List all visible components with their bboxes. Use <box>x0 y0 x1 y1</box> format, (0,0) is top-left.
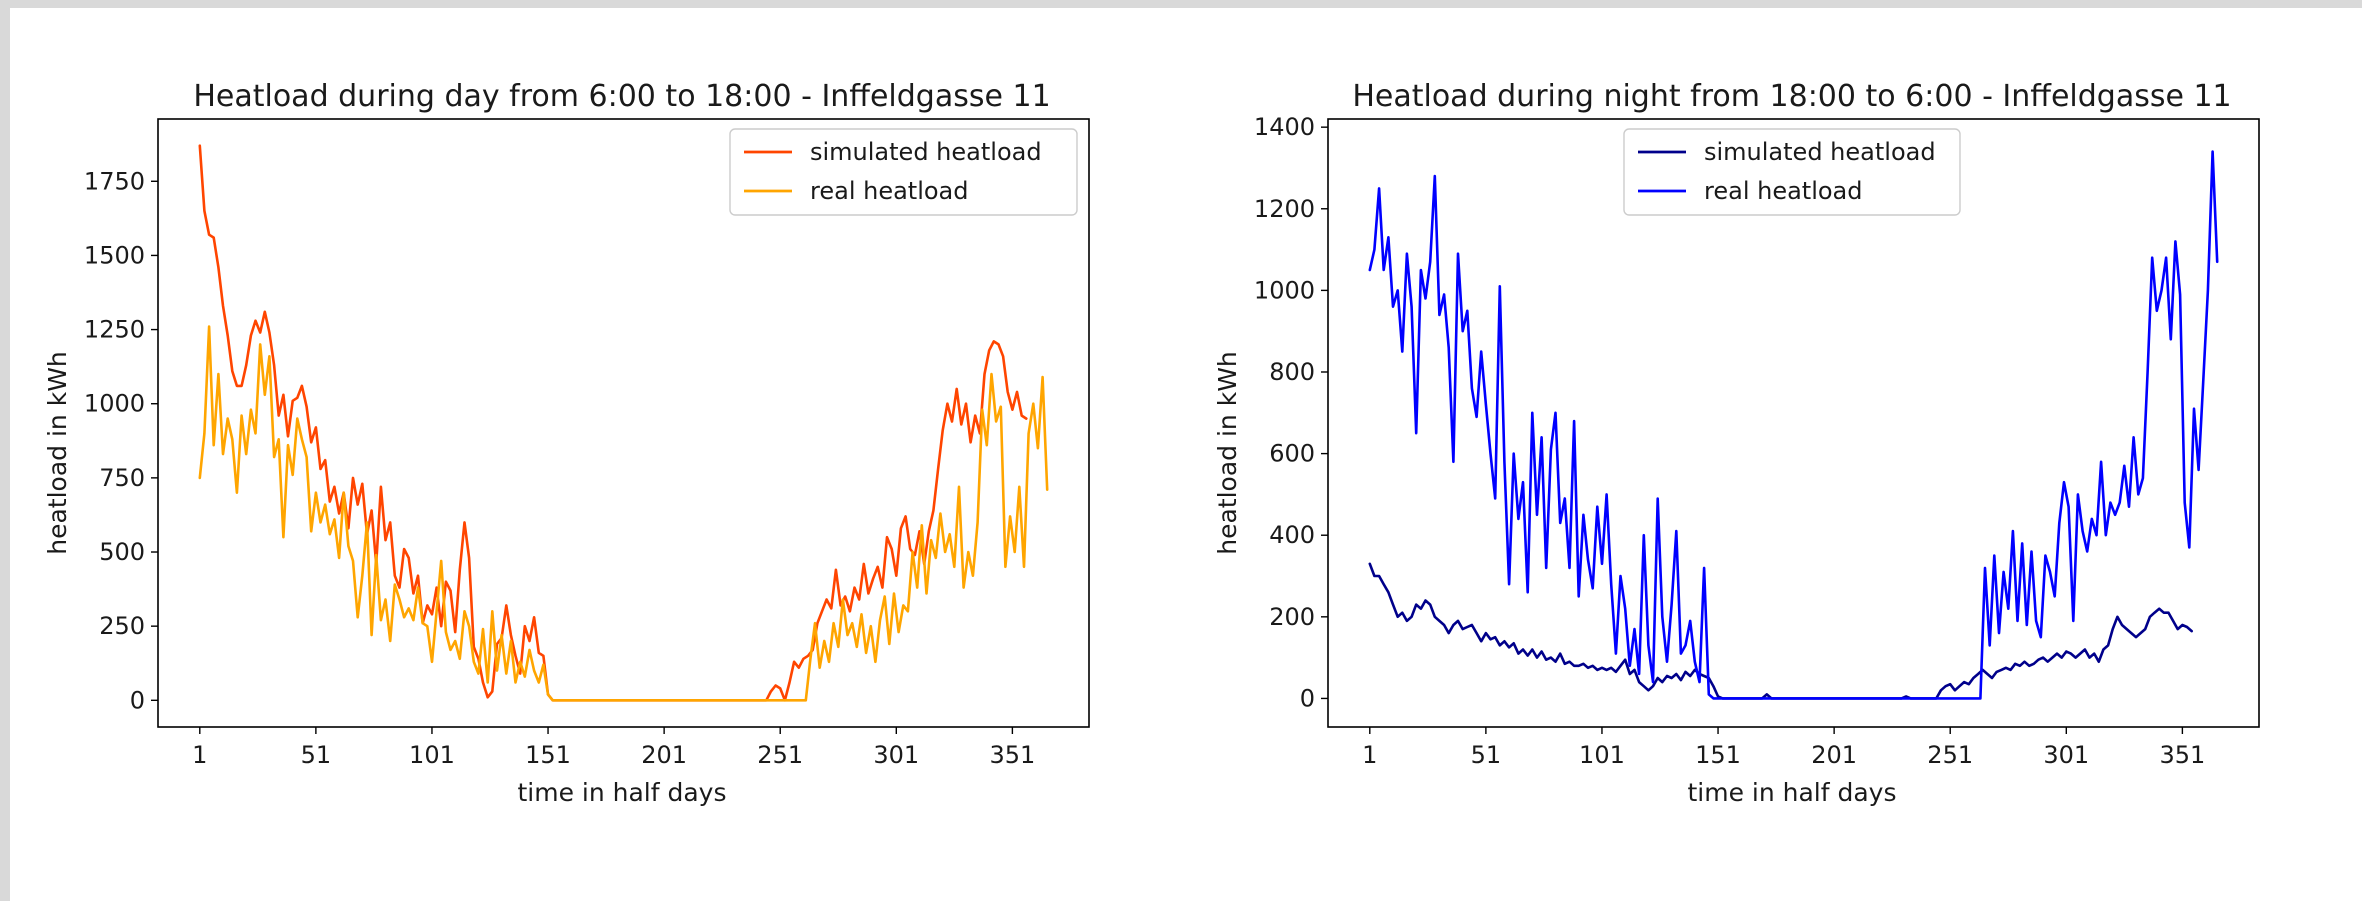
series-line-simulated <box>1368 562 2193 700</box>
day-legend: simulated heatload real heatload <box>729 128 1078 216</box>
y-tick-label: 1500 <box>84 241 145 269</box>
day-heatload-chart: Heatload during day from 6:00 to 18:00 -… <box>43 79 1090 807</box>
y-tick-label: 1250 <box>84 316 145 344</box>
x-tick-label: 351 <box>2159 741 2205 769</box>
x-tick-label: 201 <box>641 741 687 769</box>
y-tick-label: 1750 <box>84 167 145 195</box>
x-tick-label: 151 <box>1695 741 1741 769</box>
x-tick-label: 301 <box>873 741 919 769</box>
legend-label: real heatload <box>1704 177 1863 205</box>
x-tick-label: 251 <box>1927 741 1973 769</box>
series-line-simulated <box>198 144 1028 702</box>
legend-label: simulated heatload <box>810 138 1042 166</box>
x-tick-label: 51 <box>301 741 332 769</box>
legend-label: simulated heatload <box>1704 138 1936 166</box>
y-tick-label: 600 <box>1269 440 1315 468</box>
day-plot-area: 1 51 101 151 201 251 301 3510250500750100012501… <box>84 118 1090 769</box>
y-tick-label: 1400 <box>1254 113 1315 141</box>
legend-box <box>729 128 1078 216</box>
y-axis-label: heatload in kWh <box>43 351 72 555</box>
y-tick-label: 250 <box>99 612 145 640</box>
axes-frame <box>1327 118 2260 728</box>
y-tick-label: 1000 <box>84 390 145 418</box>
figure: Heatload during day from 6:00 to 18:00 -… <box>10 8 2362 901</box>
y-tick-label: 0 <box>130 686 145 714</box>
x-tick-label: 101 <box>409 741 455 769</box>
y-tick-label: 1200 <box>1254 195 1315 223</box>
night-heatload-chart: Heatload during night from 18:00 to 6:00… <box>1213 79 2260 807</box>
y-tick-label: 1000 <box>1254 276 1315 304</box>
series-line-real <box>1368 150 2219 700</box>
y-tick-label: 800 <box>1269 358 1315 386</box>
y-tick-label: 0 <box>1300 684 1315 712</box>
y-axis-label: heatload in kWh <box>1213 351 1242 555</box>
legend-label: real heatload <box>810 177 969 205</box>
x-tick-label: 101 <box>1579 741 1625 769</box>
x-tick-label: 1 <box>1362 741 1377 769</box>
x-tick-label: 351 <box>989 741 1035 769</box>
x-tick-label: 1 <box>192 741 207 769</box>
axes-frame <box>157 118 1090 728</box>
x-tick-label: 201 <box>1811 741 1857 769</box>
x-tick-label: 51 <box>1471 741 1502 769</box>
legend-box <box>1623 128 1961 216</box>
night-plot-area: 1 51 101 151 201 251 301 3510200400600800100012… <box>1254 113 2260 769</box>
y-tick-label: 750 <box>99 464 145 492</box>
y-tick-label: 400 <box>1269 521 1315 549</box>
x-tick-label: 151 <box>525 741 571 769</box>
x-axis-label: time in half days <box>1687 778 1896 807</box>
night-legend: simulated heatload real heatload <box>1623 128 1961 216</box>
figure-canvas: Heatload during day from 6:00 to 18:00 -… <box>43 79 2260 807</box>
x-axis-label: time in half days <box>517 778 726 807</box>
chart-title: Heatload during day from 6:00 to 18:00 -… <box>193 79 1050 114</box>
x-tick-label: 301 <box>2043 741 2089 769</box>
y-tick-label: 500 <box>99 538 145 566</box>
x-tick-label: 251 <box>757 741 803 769</box>
series-line-real <box>198 325 1049 702</box>
y-tick-label: 200 <box>1269 603 1315 631</box>
chart-title: Heatload during night from 18:00 to 6:00… <box>1352 79 2231 114</box>
